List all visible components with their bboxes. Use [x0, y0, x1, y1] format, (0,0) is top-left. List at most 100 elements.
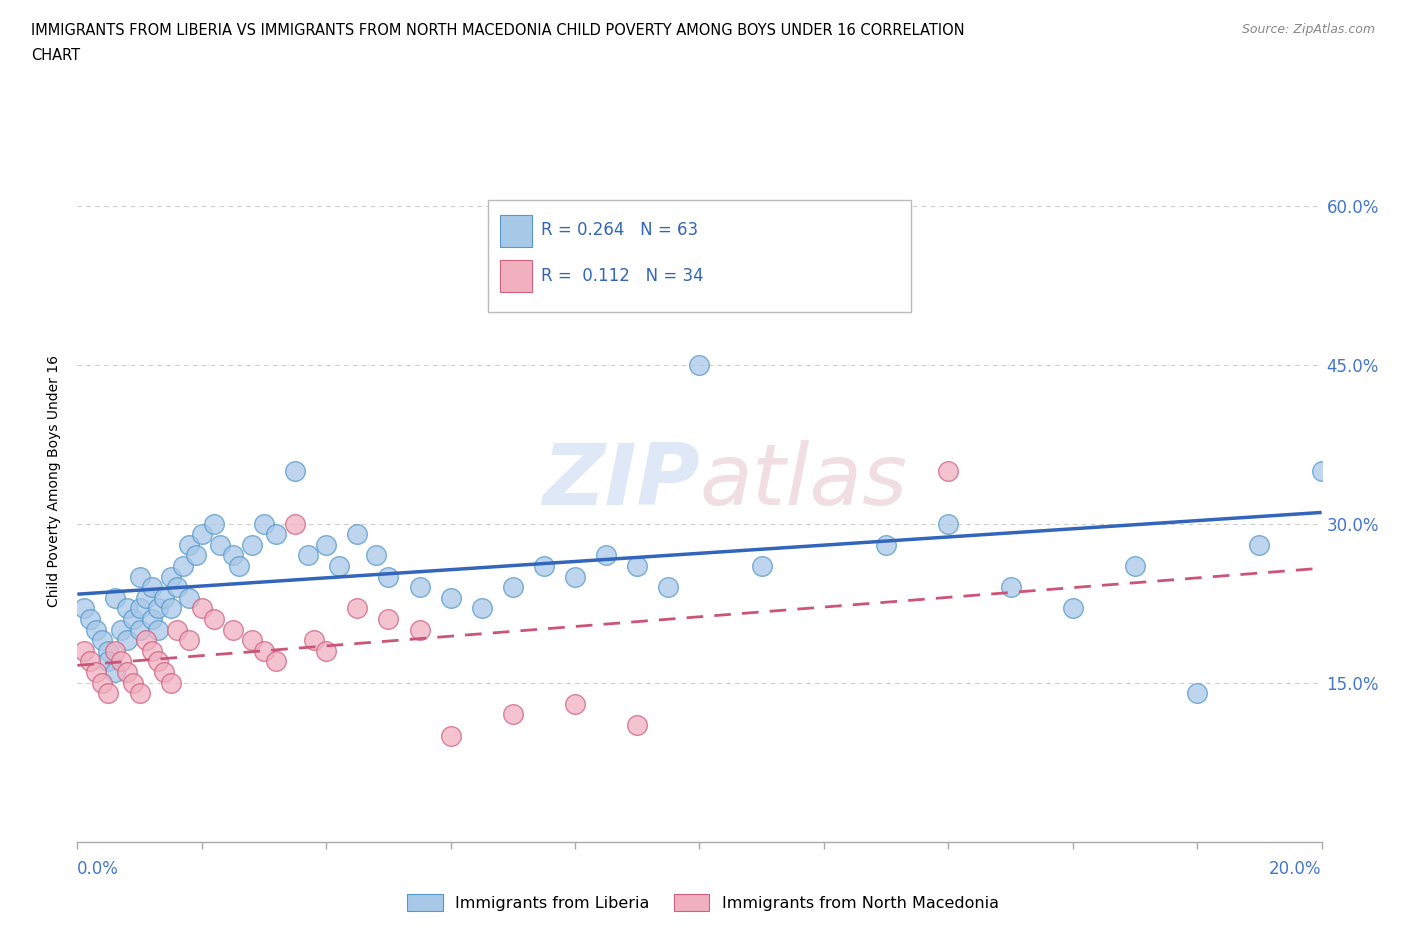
Point	[179, 538, 201, 552]
Text: CHART: CHART	[31, 48, 80, 63]
Point	[79, 654, 101, 669]
Point	[135, 591, 157, 605]
Text: R =  0.112   N = 34: R = 0.112 N = 34	[541, 267, 704, 285]
Text: 0.0%: 0.0%	[77, 860, 120, 878]
Point	[148, 654, 170, 669]
Point	[408, 622, 430, 637]
Point	[159, 569, 181, 584]
FancyBboxPatch shape	[488, 200, 911, 312]
Point	[209, 538, 232, 552]
Point	[104, 665, 127, 680]
Point	[346, 601, 368, 616]
Text: R = 0.264   N = 63: R = 0.264 N = 63	[541, 221, 699, 239]
Point	[377, 569, 399, 584]
Point	[191, 601, 214, 616]
Text: IMMIGRANTS FROM LIBERIA VS IMMIGRANTS FROM NORTH MACEDONIA CHILD POVERTY AMONG B: IMMIGRANTS FROM LIBERIA VS IMMIGRANTS FR…	[31, 23, 965, 38]
Text: ZIP: ZIP	[541, 440, 700, 523]
Point	[1000, 579, 1022, 594]
Point	[172, 559, 194, 574]
Point	[141, 644, 163, 658]
Point	[91, 675, 114, 690]
Point	[97, 654, 120, 669]
Point	[222, 622, 245, 637]
Point	[110, 622, 132, 637]
Point	[97, 685, 120, 700]
Point	[284, 463, 307, 478]
Point	[159, 601, 181, 616]
Point	[153, 665, 176, 680]
Point	[813, 251, 835, 266]
Point	[302, 632, 325, 647]
Point	[1310, 463, 1333, 478]
Point	[253, 516, 276, 531]
Point	[440, 728, 463, 743]
Point	[751, 559, 773, 574]
Point	[148, 622, 170, 637]
Point	[128, 569, 150, 584]
Point	[626, 718, 648, 733]
Point	[97, 644, 120, 658]
Point	[91, 632, 114, 647]
Point	[115, 665, 138, 680]
Point	[346, 526, 368, 541]
Point	[148, 601, 170, 616]
Point	[284, 516, 307, 531]
Point	[166, 579, 188, 594]
Point	[1123, 559, 1146, 574]
Point	[1062, 601, 1084, 616]
Point	[202, 516, 225, 531]
Point	[328, 559, 350, 574]
Point	[128, 685, 150, 700]
Point	[122, 675, 145, 690]
Point	[72, 644, 94, 658]
Text: 20.0%: 20.0%	[1270, 860, 1322, 878]
Point	[128, 601, 150, 616]
Point	[297, 548, 319, 563]
Point	[875, 538, 897, 552]
Point	[115, 601, 138, 616]
Point	[377, 612, 399, 627]
Point	[72, 601, 94, 616]
Point	[191, 526, 214, 541]
Point	[408, 579, 430, 594]
Point	[84, 622, 107, 637]
Text: atlas: atlas	[700, 440, 907, 523]
Point	[502, 579, 524, 594]
Point	[689, 357, 711, 372]
FancyBboxPatch shape	[501, 215, 531, 247]
Point	[202, 612, 225, 627]
Text: Source: ZipAtlas.com: Source: ZipAtlas.com	[1241, 23, 1375, 36]
Point	[222, 548, 245, 563]
Point	[166, 622, 188, 637]
Point	[141, 579, 163, 594]
Point	[266, 654, 288, 669]
Point	[315, 644, 337, 658]
Point	[228, 559, 250, 574]
Point	[179, 591, 201, 605]
Point	[179, 632, 201, 647]
FancyBboxPatch shape	[501, 260, 531, 292]
Point	[240, 632, 263, 647]
Point	[502, 707, 524, 722]
Point	[533, 559, 555, 574]
Y-axis label: Child Poverty Among Boys Under 16: Child Poverty Among Boys Under 16	[48, 355, 62, 607]
Point	[184, 548, 207, 563]
Point	[128, 622, 150, 637]
Point	[440, 591, 463, 605]
Point	[110, 654, 132, 669]
Point	[564, 569, 586, 584]
Point	[564, 697, 586, 711]
Point	[141, 612, 163, 627]
Point	[104, 644, 127, 658]
Point	[153, 591, 176, 605]
Point	[79, 612, 101, 627]
Point	[626, 559, 648, 574]
Point	[84, 665, 107, 680]
Point	[1187, 685, 1209, 700]
Point	[104, 591, 127, 605]
Point	[938, 516, 960, 531]
Point	[115, 632, 138, 647]
Point	[364, 548, 387, 563]
Point	[240, 538, 263, 552]
Point	[471, 601, 494, 616]
